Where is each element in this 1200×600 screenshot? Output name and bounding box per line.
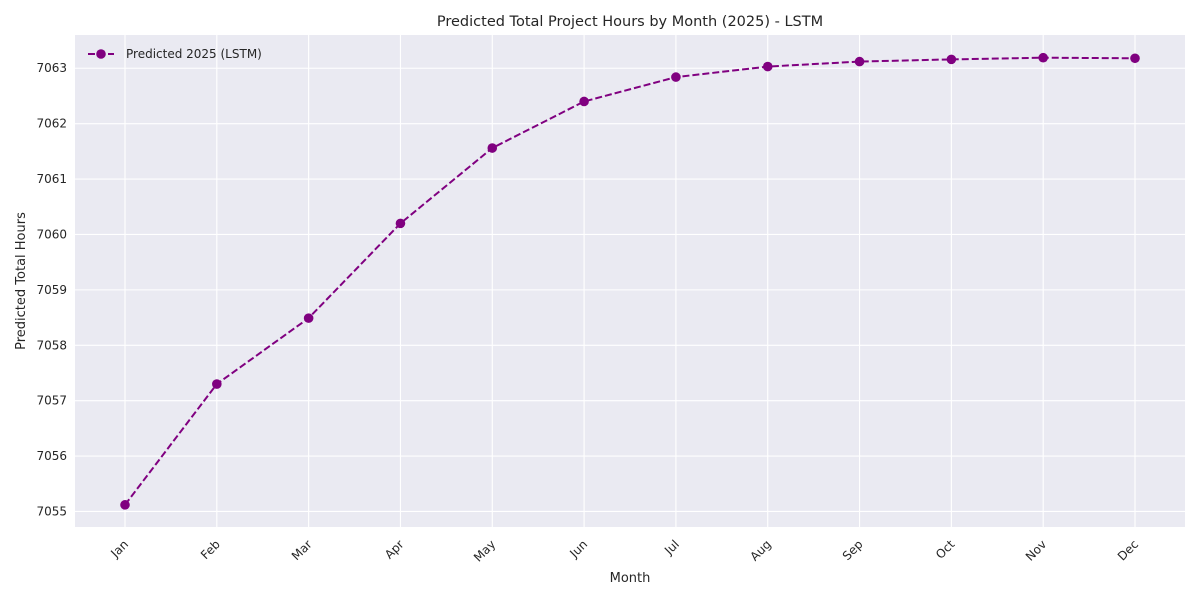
legend: Predicted 2025 (LSTM)	[88, 47, 262, 61]
data-point	[1130, 53, 1140, 64]
y-tick-label: 7055	[36, 504, 67, 518]
x-tick-labels: Jan Feb Mar Apr May Jun Jul Aug Sep Oct Nov Dec	[107, 537, 1141, 565]
x-tick-label: May	[471, 537, 498, 564]
x-tick-label: Dec	[1115, 537, 1141, 563]
data-point	[212, 379, 222, 389]
y-axis-label: Predicted Total Hours	[14, 212, 29, 350]
x-tick-label: Jun	[566, 537, 590, 561]
x-tick-label: Feb	[198, 537, 223, 562]
y-tick-label: 7061	[36, 172, 67, 186]
x-tick-label: Oct	[933, 537, 958, 562]
data-point	[946, 54, 957, 65]
x-tick-label: Aug	[747, 537, 773, 563]
y-tick-label: 7056	[36, 449, 67, 463]
data-point	[854, 56, 865, 67]
grid-lines	[75, 35, 1185, 527]
legend-label: Predicted 2025 (LSTM)	[126, 47, 262, 61]
y-tick-label: 7062	[36, 117, 67, 131]
data-point	[487, 143, 498, 153]
y-tick-labels: 7055 7056 7057 7058 7059 7060 7061 7062 7063	[36, 61, 67, 518]
data-point	[762, 61, 773, 72]
x-tick-label: Mar	[289, 537, 315, 563]
y-tick-label: 7063	[36, 61, 67, 75]
x-tick-label: Jan	[107, 537, 131, 561]
data-point	[303, 313, 314, 323]
x-axis-label: Month	[610, 571, 651, 586]
data-point	[671, 72, 681, 82]
x-tick-label: Jul	[661, 537, 682, 558]
y-tick-label: 7060	[36, 227, 67, 241]
x-tick-label: Apr	[382, 537, 407, 562]
data-point	[120, 500, 130, 510]
x-tick-label: Nov	[1023, 537, 1049, 563]
data-point	[579, 96, 589, 107]
legend-marker	[96, 49, 106, 59]
x-tick-label: Sep	[840, 537, 866, 563]
data-point	[395, 218, 406, 229]
plot-background	[75, 35, 1185, 527]
series-layer	[120, 52, 1140, 510]
series-line	[124, 56, 1136, 506]
y-tick-label: 7058	[36, 338, 67, 352]
y-tick-label: 7059	[36, 283, 67, 297]
chart-title: Predicted Total Project Hours by Month (…	[437, 14, 823, 30]
y-tick-label: 7057	[36, 394, 67, 408]
data-point	[1038, 52, 1048, 63]
